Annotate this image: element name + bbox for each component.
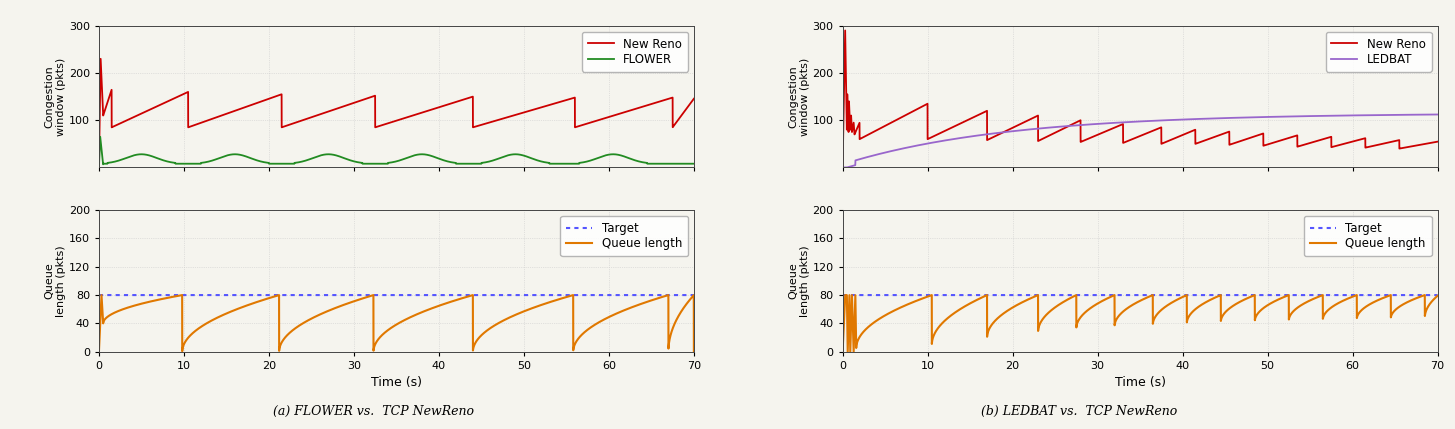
Queue length bbox=[90, 349, 108, 354]
New Reno bbox=[1237, 137, 1254, 142]
Target bbox=[121, 293, 138, 298]
Target bbox=[685, 293, 703, 298]
Target bbox=[327, 293, 345, 298]
Legend: New Reno, FLOWER: New Reno, FLOWER bbox=[582, 32, 688, 72]
FLOWER bbox=[378, 161, 396, 166]
Target bbox=[378, 293, 396, 298]
Line: Queue length: Queue length bbox=[99, 295, 694, 352]
Target bbox=[1122, 293, 1139, 298]
Target bbox=[90, 293, 108, 298]
Line: FLOWER: FLOWER bbox=[99, 137, 694, 167]
New Reno bbox=[493, 116, 511, 121]
New Reno bbox=[1071, 118, 1088, 124]
Queue length bbox=[989, 315, 1007, 320]
Queue length bbox=[837, 293, 854, 298]
FLOWER bbox=[493, 155, 511, 160]
LEDBAT bbox=[834, 165, 851, 170]
Target bbox=[1058, 293, 1075, 298]
Queue length bbox=[378, 328, 396, 333]
Line: LEDBAT: LEDBAT bbox=[842, 115, 1438, 167]
Line: New Reno: New Reno bbox=[842, 30, 1438, 167]
Target bbox=[834, 293, 851, 298]
LEDBAT bbox=[866, 153, 883, 158]
Text: (b) LEDBAT vs.  TCP NewReno: (b) LEDBAT vs. TCP NewReno bbox=[982, 405, 1177, 418]
New Reno bbox=[314, 111, 332, 116]
Target bbox=[1071, 293, 1088, 298]
New Reno bbox=[246, 101, 263, 106]
Queue length bbox=[246, 300, 263, 305]
Queue length bbox=[1071, 317, 1088, 322]
Target bbox=[246, 293, 263, 298]
LEDBAT bbox=[1058, 124, 1075, 129]
Target bbox=[866, 293, 883, 298]
New Reno bbox=[378, 121, 396, 126]
LEDBAT bbox=[1237, 115, 1254, 120]
X-axis label: Time (s): Time (s) bbox=[371, 376, 422, 390]
Target bbox=[1429, 293, 1446, 298]
New Reno bbox=[685, 96, 703, 101]
Target bbox=[314, 293, 332, 298]
New Reno bbox=[1429, 139, 1446, 144]
LEDBAT bbox=[989, 130, 1007, 136]
FLOWER bbox=[90, 165, 108, 170]
Queue length bbox=[659, 293, 677, 298]
FLOWER bbox=[121, 154, 138, 159]
New Reno bbox=[837, 28, 854, 33]
Line: Queue length: Queue length bbox=[842, 295, 1438, 352]
LEDBAT bbox=[1071, 123, 1088, 128]
Queue length bbox=[1122, 303, 1139, 308]
LEDBAT bbox=[1122, 119, 1139, 124]
X-axis label: Time (s): Time (s) bbox=[1115, 376, 1165, 390]
New Reno bbox=[1122, 137, 1139, 142]
Queue length bbox=[121, 304, 138, 309]
Target bbox=[1237, 293, 1254, 298]
Y-axis label: Congestion
window (pkts): Congestion window (pkts) bbox=[789, 57, 809, 136]
FLOWER bbox=[685, 161, 703, 166]
Y-axis label: Queue
length (pkts): Queue length (pkts) bbox=[45, 245, 65, 317]
Queue length bbox=[1429, 293, 1446, 299]
Legend: Target, Queue length: Target, Queue length bbox=[1304, 216, 1432, 256]
Queue length bbox=[685, 349, 703, 354]
Target bbox=[989, 293, 1007, 298]
New Reno bbox=[1059, 124, 1077, 129]
FLOWER bbox=[92, 134, 109, 139]
Queue length bbox=[834, 349, 851, 354]
FLOWER bbox=[327, 153, 345, 158]
FLOWER bbox=[314, 152, 332, 157]
Y-axis label: Queue
length (pkts): Queue length (pkts) bbox=[789, 245, 809, 317]
Queue length bbox=[493, 319, 511, 324]
New Reno bbox=[327, 106, 345, 112]
Queue length bbox=[866, 320, 883, 325]
Text: (a) FLOWER vs.  TCP NewReno: (a) FLOWER vs. TCP NewReno bbox=[274, 405, 474, 418]
Queue length bbox=[1237, 296, 1254, 302]
New Reno bbox=[989, 132, 1007, 137]
Queue length bbox=[327, 305, 345, 311]
FLOWER bbox=[246, 157, 263, 162]
New Reno bbox=[866, 129, 883, 134]
Legend: Target, Queue length: Target, Queue length bbox=[560, 216, 688, 256]
New Reno bbox=[92, 56, 109, 61]
Legend: New Reno, LEDBAT: New Reno, LEDBAT bbox=[1326, 32, 1432, 72]
New Reno bbox=[90, 165, 108, 170]
Line: New Reno: New Reno bbox=[99, 59, 694, 167]
New Reno bbox=[834, 165, 851, 170]
LEDBAT bbox=[1429, 112, 1446, 117]
New Reno bbox=[121, 116, 138, 121]
Queue length bbox=[314, 310, 332, 315]
Target bbox=[493, 293, 511, 298]
Y-axis label: Congestion
window (pkts): Congestion window (pkts) bbox=[45, 57, 65, 136]
Queue length bbox=[1059, 297, 1077, 302]
